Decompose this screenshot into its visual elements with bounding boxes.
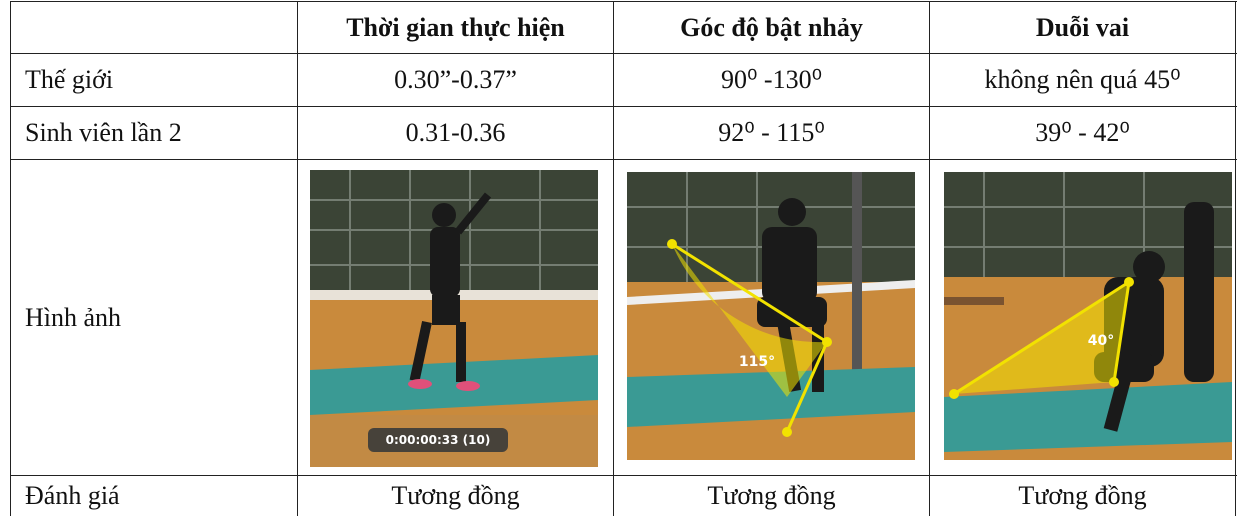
- table-cell: 0.31-0.36: [405, 118, 506, 147]
- table-border: [10, 1, 1237, 2]
- table-cell: 92⁰ - 115⁰: [718, 118, 825, 147]
- table-border: [10, 106, 1237, 107]
- table-border: [10, 159, 1237, 160]
- column-header: Góc độ bật nhảy: [680, 12, 863, 42]
- photo-overlay-text: 0:00:00:33 (10): [386, 433, 491, 447]
- table-cell: 90⁰ -130⁰: [720, 65, 822, 94]
- column-header: Duỗi vai: [1035, 12, 1130, 42]
- row-label: Đánh giá: [25, 481, 120, 510]
- table-cell: không nên quá 45⁰: [984, 65, 1181, 94]
- table-cell: 39⁰ - 42⁰: [1035, 118, 1130, 147]
- table-cell: Tương đồng: [1018, 481, 1147, 510]
- table-border: [1235, 1, 1236, 516]
- column-header: Thời gian thực hiện: [346, 12, 565, 42]
- photo-overlay-text: 115°: [739, 354, 775, 370]
- table-border: [929, 1, 930, 516]
- table-cell: Tương đồng: [391, 481, 520, 510]
- table-border: [10, 475, 1237, 476]
- row-label: Sinh viên lần 2: [25, 118, 182, 147]
- table-border: [613, 1, 614, 516]
- table-border: [297, 1, 298, 516]
- photo: 40°: [944, 172, 1232, 460]
- table-border: [10, 53, 1237, 54]
- row-label: Thế giới: [25, 65, 114, 94]
- table-cell: Tương đồng: [707, 481, 836, 510]
- table-border: [10, 1, 11, 516]
- photo: 0:00:00:33 (10): [310, 170, 598, 467]
- photo: 115°: [627, 172, 915, 460]
- table-cell: 0.30”-0.37”: [394, 65, 517, 94]
- photo-overlay-text: 40°: [1088, 333, 1114, 349]
- row-label: Hình ảnh: [25, 302, 122, 332]
